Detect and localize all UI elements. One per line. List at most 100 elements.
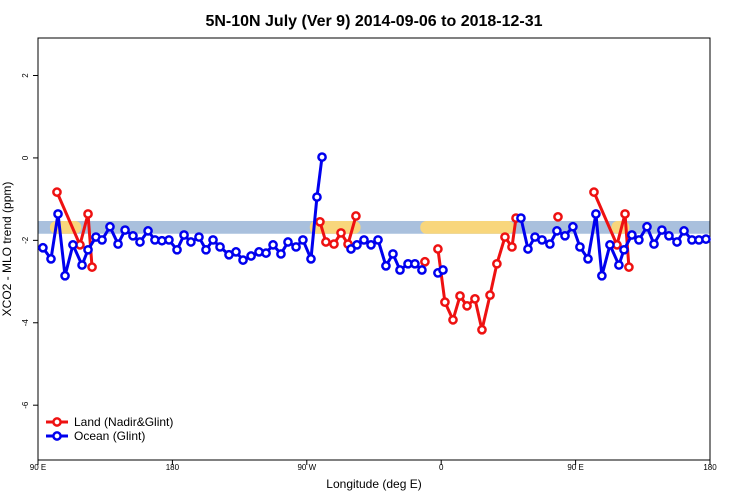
data-point	[591, 209, 601, 219]
band-highlight	[420, 220, 515, 234]
data-point	[462, 301, 472, 311]
data-point	[438, 265, 448, 275]
legend-label: Ocean (Glint)	[74, 429, 145, 443]
data-point	[627, 230, 637, 240]
data-point	[246, 251, 256, 261]
data-point	[589, 187, 599, 197]
data-point	[113, 239, 123, 249]
data-point	[620, 209, 630, 219]
data-point	[352, 240, 362, 250]
data-point	[336, 228, 346, 238]
data-point	[470, 294, 480, 304]
data-point	[366, 240, 376, 250]
data-point	[523, 244, 533, 254]
data-point	[164, 235, 174, 245]
data-point	[329, 239, 339, 249]
data-point	[575, 242, 585, 252]
data-point	[120, 225, 130, 235]
data-point	[516, 213, 526, 223]
data-point	[664, 230, 674, 241]
data-point	[553, 212, 563, 222]
series-line	[55, 191, 631, 332]
data-point	[420, 256, 430, 267]
data-point	[46, 254, 56, 264]
data-point	[52, 187, 62, 197]
data-point	[201, 244, 211, 255]
data-point	[455, 291, 465, 301]
data-point	[373, 235, 383, 245]
data-point	[395, 265, 405, 275]
data-point	[597, 270, 607, 281]
y-axis-label: XCO2 - MLO trend (ppm)	[0, 182, 14, 317]
data-point	[417, 265, 427, 275]
data-point	[53, 209, 63, 219]
data-point	[701, 234, 711, 244]
data-point	[433, 244, 443, 254]
data-point	[624, 262, 634, 272]
data-point	[128, 230, 138, 241]
data-point	[38, 242, 48, 253]
y-tick-label: -4	[21, 319, 30, 327]
data-point	[440, 297, 450, 308]
chart-title: 5N-10N July (Ver 9) 2014-09-06 to 2018-1…	[205, 13, 542, 30]
y-tick-label: -6	[21, 401, 30, 409]
data-point	[172, 244, 182, 255]
data-point	[194, 232, 204, 242]
data-point	[60, 270, 70, 281]
y-tick-label: 0	[21, 155, 30, 160]
data-point	[642, 221, 652, 232]
data-point	[186, 237, 196, 247]
data-point	[143, 226, 153, 236]
data-point	[619, 244, 629, 255]
data-point	[448, 315, 458, 325]
data-point	[545, 239, 555, 249]
data-point	[657, 225, 667, 235]
x-tick-label: 180	[703, 463, 717, 472]
data-point	[261, 248, 271, 258]
data-point	[317, 152, 327, 162]
data-point	[500, 232, 510, 242]
x-axis-label: Longitude (deg E)	[326, 477, 421, 491]
data-point	[179, 230, 189, 240]
data-point	[306, 254, 316, 264]
data-point	[477, 324, 487, 335]
data-point	[105, 221, 115, 232]
data-point	[672, 237, 682, 247]
data-point	[605, 240, 615, 250]
data-point	[560, 230, 570, 241]
legend-marker	[52, 417, 62, 427]
data-point	[208, 235, 218, 245]
data-point	[315, 216, 325, 227]
data-point	[231, 247, 241, 257]
plot-frame	[37, 37, 711, 461]
data-point	[381, 261, 391, 271]
x-tick-label: 180	[166, 463, 180, 472]
data-point	[83, 244, 93, 255]
legend-label: Land (Nadir&Glint)	[74, 415, 173, 429]
data-point	[568, 221, 578, 232]
data-point	[359, 235, 369, 245]
data-point	[614, 260, 624, 270]
x-tick-label: 0	[439, 463, 444, 472]
data-point	[68, 240, 78, 250]
data-point	[97, 235, 107, 245]
series-line	[41, 156, 707, 278]
data-point	[649, 239, 659, 249]
data-point	[298, 235, 308, 245]
data-point	[583, 254, 593, 264]
data-point	[238, 255, 248, 265]
data-point	[679, 226, 689, 236]
data-point	[215, 242, 225, 252]
data-point	[485, 290, 495, 301]
data-point	[135, 237, 145, 247]
data-point	[492, 258, 502, 269]
x-tick-label: 90 W	[297, 463, 316, 472]
data-point	[537, 235, 547, 245]
data-point	[410, 258, 420, 269]
data-point	[312, 192, 322, 202]
data-point	[291, 242, 301, 252]
y-tick-label: 2	[21, 73, 30, 78]
x-tick-label: 90 E	[567, 463, 583, 472]
data-point	[276, 249, 286, 259]
